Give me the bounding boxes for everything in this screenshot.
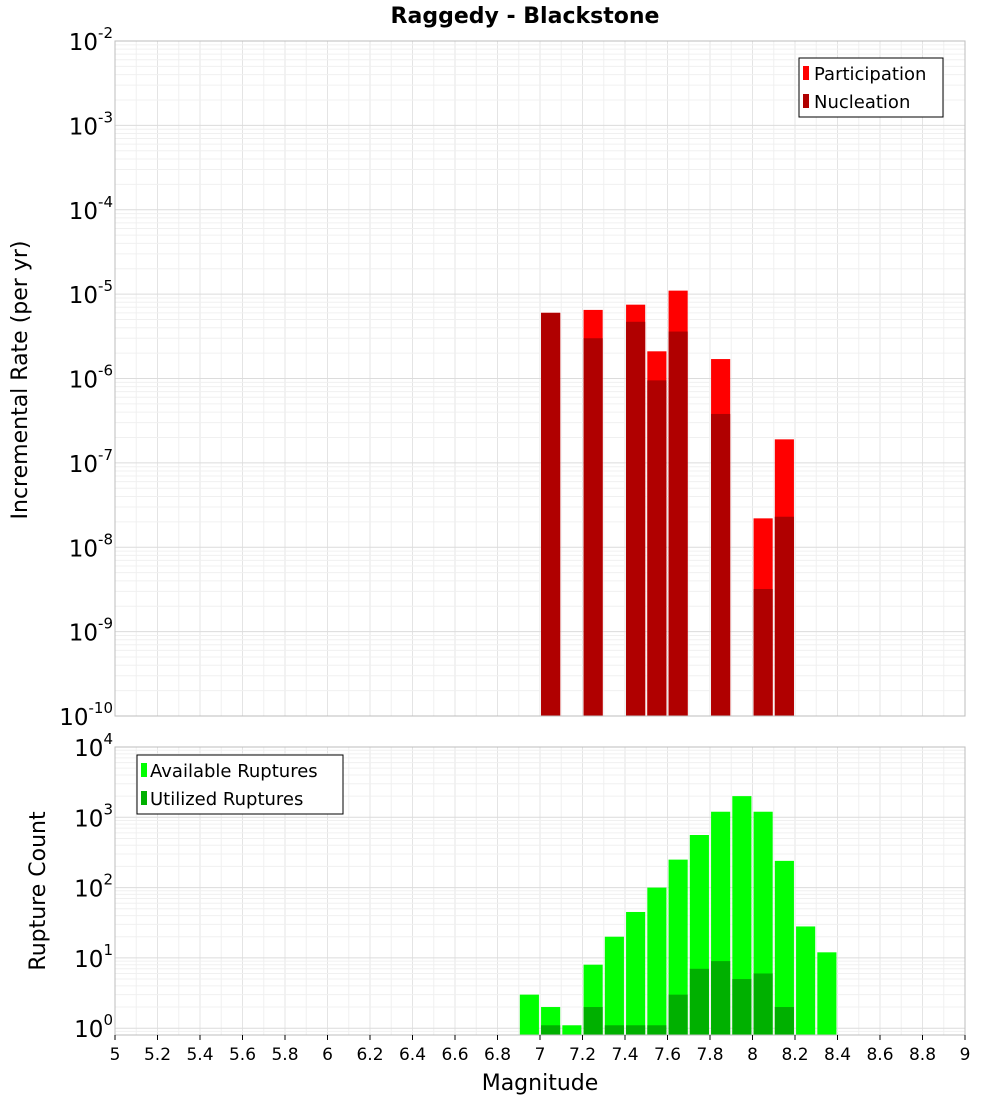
x-tick-label: 5.6 [229, 1045, 256, 1065]
bar-available-ruptures [562, 1025, 582, 1035]
x-tick-label: 6.4 [399, 1045, 426, 1065]
bar-available-ruptures [668, 859, 688, 1035]
x-tick-label: 7.4 [611, 1045, 638, 1065]
top-bars [541, 290, 794, 716]
bar-utilized-ruptures [753, 973, 773, 1035]
bar-available-ruptures [626, 911, 646, 1035]
x-tick-label: 7.6 [654, 1045, 681, 1065]
top-y-tick-label: 10-6 [69, 362, 113, 394]
bar-utilized-ruptures [541, 1025, 561, 1035]
top-legend: Participation Nucleation [798, 57, 944, 118]
bot-y-tick-label: 103 [74, 800, 113, 832]
bar-nucleation [583, 338, 603, 716]
x-tick-label: 5 [110, 1045, 121, 1065]
top-y-tick-label: 10-9 [69, 615, 113, 647]
bar-utilized-ruptures [668, 994, 688, 1035]
x-tick-label: 7.2 [569, 1045, 596, 1065]
top-y-tick-label: 10-5 [69, 277, 113, 309]
x-tick-label: 7 [535, 1045, 546, 1065]
bar-available-ruptures [647, 887, 667, 1035]
legend-swatch-available [141, 763, 147, 777]
x-tick-label: 6 [322, 1045, 333, 1065]
x-tick-label: 5.2 [144, 1045, 171, 1065]
x-tick-label: 8 [747, 1045, 758, 1065]
top-y-tick-label: 10-8 [69, 530, 113, 562]
legend-swatch-participation [803, 66, 809, 80]
bar-nucleation [774, 516, 794, 716]
bar-utilized-ruptures [774, 1007, 794, 1035]
bot-y-tick-label: 102 [74, 871, 113, 903]
legend-label-participation: Participation [814, 64, 926, 85]
bar-available-ruptures [796, 926, 816, 1035]
bar-utilized-ruptures [626, 1025, 646, 1035]
x-tick-label: 5.4 [186, 1045, 213, 1065]
top-y-tick-label: 10-7 [69, 446, 113, 478]
legend-swatch-nucleation [803, 94, 809, 108]
x-tick-label: 6.2 [356, 1045, 383, 1065]
bar-nucleation [753, 589, 773, 716]
top-y-ticks: 10-10 10-9 10-8 10-7 10-6 10-5 10-4 10-3 10-2 [59, 24, 113, 731]
bar-available-ruptures [774, 860, 794, 1035]
bar-utilized-ruptures [583, 1007, 603, 1035]
bar-available-ruptures [604, 936, 624, 1035]
x-tick-label: 7.8 [696, 1045, 723, 1065]
x-tick-label: 8.4 [824, 1045, 851, 1065]
bot-y-tick-label: 104 [74, 730, 113, 762]
bottom-legend-box [136, 754, 344, 815]
top-y-tick-label: 10-3 [69, 108, 113, 140]
bar-utilized-ruptures [604, 1025, 624, 1035]
legend-label-available: Available Ruptures [150, 761, 318, 782]
chart-title: Raggedy - Blackstone [391, 4, 660, 29]
top-legend-box [798, 57, 944, 118]
bar-nucleation [647, 380, 667, 716]
x-tick-label: 6.6 [441, 1045, 468, 1065]
top-y-axis-label: Incremental Rate (per yr) [8, 241, 33, 520]
x-axis-label: Magnitude [482, 1071, 599, 1096]
bottom-y-axis-label: Rupture Count [26, 811, 51, 971]
x-tick-label: 8.6 [866, 1045, 893, 1065]
bar-utilized-ruptures [711, 961, 731, 1035]
bar-utilized-ruptures [647, 1025, 667, 1035]
top-y-tick-label: 10-10 [59, 699, 113, 731]
bar-available-ruptures [732, 796, 752, 1035]
top-gridlines [114, 41, 966, 717]
bar-nucleation [541, 312, 561, 716]
bot-y-tick-label: 101 [74, 941, 113, 973]
bottom-y-ticks: 100 101 102 103 104 [74, 730, 113, 1043]
bot-y-tick-label: 100 [74, 1011, 113, 1043]
bar-utilized-ruptures [689, 968, 709, 1035]
top-y-tick-label: 10-2 [69, 24, 113, 56]
bottom-bars [519, 796, 837, 1035]
bar-utilized-ruptures [732, 979, 752, 1035]
bar-nucleation [668, 331, 688, 716]
bar-nucleation [711, 413, 731, 716]
bottom-legend: Available Ruptures Utilized Ruptures [136, 754, 344, 815]
legend-label-nucleation: Nucleation [814, 92, 910, 113]
x-tick-label: 8.8 [909, 1045, 936, 1065]
x-tick-label: 8.2 [781, 1045, 808, 1065]
bar-nucleation [626, 321, 646, 716]
bar-available-ruptures [519, 994, 539, 1035]
x-tick-label: 6.8 [484, 1045, 511, 1065]
x-ticks: 5 5.2 5.4 5.6 5.8 6 6.2 6.4 6.6 6.8 7 7.2 7.4 7.6 7.8 8… [110, 1035, 971, 1065]
top-plot-border [114, 40, 966, 717]
x-tick-label: 9 [960, 1045, 971, 1065]
legend-label-utilized: Utilized Ruptures [150, 789, 303, 810]
x-tick-label: 5.8 [271, 1045, 298, 1065]
top-y-tick-label: 10-4 [69, 193, 113, 225]
legend-swatch-utilized [141, 791, 147, 805]
bar-available-ruptures [817, 952, 837, 1035]
